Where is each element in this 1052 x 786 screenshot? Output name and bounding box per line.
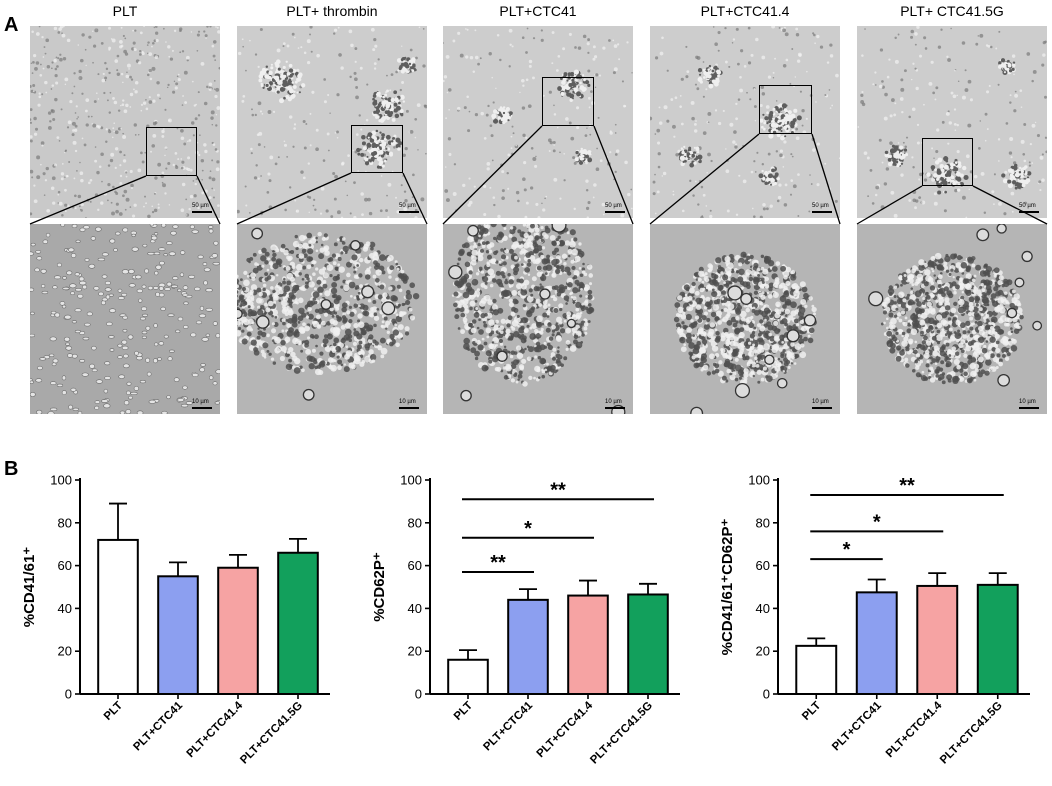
x-tick-label: PLT+CTC41 [830, 699, 884, 753]
bar [916, 584, 959, 695]
scale-bar [192, 211, 212, 213]
scale-bar-label: 50 µm [605, 203, 622, 209]
bar [855, 591, 898, 695]
y-tick-label: 80 [408, 515, 422, 530]
micrograph-zoom [237, 224, 427, 414]
x-tick-label: PLT+CTC41.4 [884, 699, 945, 760]
x-tick-label: PLT+CTC41.5G [588, 700, 655, 767]
bar [97, 538, 139, 695]
micrograph-overview [237, 26, 427, 218]
roi-box [351, 125, 403, 173]
scale-bar [812, 407, 832, 409]
bar [507, 598, 549, 695]
bar [795, 644, 838, 696]
x-tick-label: PLT+CTC41.5G [238, 700, 305, 767]
y-axis-label: %CD41/61⁺ [21, 547, 38, 628]
bar [567, 594, 609, 695]
y-tick-label: 100 [50, 473, 72, 488]
panel-a-label: A [4, 14, 19, 36]
x-tick-label: PLT+CTC41.4 [535, 699, 596, 760]
micrograph-zoom [443, 224, 633, 414]
micrograph-overview [443, 26, 633, 218]
y-tick-label: 20 [58, 644, 72, 659]
significance-label: ** [490, 552, 506, 574]
micrograph-overview [30, 26, 220, 218]
y-tick-label: 40 [756, 601, 770, 616]
x-tick-label: PLT+CTC41 [131, 699, 185, 753]
significance-label: * [843, 539, 851, 561]
bar [627, 593, 669, 695]
y-tick-label: 0 [415, 687, 422, 702]
scale-bar-label: 50 µm [812, 203, 829, 209]
micrograph-zoom [30, 224, 220, 414]
x-tick-label: PLT+CTC41.4 [185, 699, 246, 760]
scale-bar-label: 50 µm [192, 203, 209, 209]
scale-bar [1019, 211, 1039, 213]
significance-label: ** [899, 475, 915, 497]
micrograph-overview [650, 26, 840, 218]
scale-bar-label: 50 µm [1019, 203, 1036, 209]
column-title-plt: PLT [112, 3, 138, 19]
scale-bar-label: 10 µm [1019, 399, 1036, 405]
scale-bar-label: 10 µm [192, 399, 209, 405]
scale-bar-label: 10 µm [812, 399, 829, 405]
scale-bar-label: 50 µm [399, 203, 416, 209]
significance-label: ** [550, 479, 566, 501]
scale-bar [1019, 407, 1039, 409]
column-title-ctc41-5g: PLT+ CTC41.5G [900, 3, 1004, 19]
column-title-thrombin: PLT+ thrombin [286, 3, 378, 19]
y-tick-label: 80 [58, 515, 72, 530]
x-tick-label: PLT+CTC41.5G [938, 700, 1005, 767]
y-tick-label: 40 [408, 601, 422, 616]
micrograph-zoom [857, 224, 1047, 414]
roi-box [922, 138, 973, 186]
bar [157, 575, 199, 695]
significance-label: * [524, 518, 532, 540]
bar [447, 658, 489, 695]
y-tick-label: 0 [65, 687, 72, 702]
scale-bar [605, 407, 625, 409]
x-tick-label: PLT+CTC41 [481, 699, 535, 753]
x-tick-label: PLT [800, 700, 823, 723]
bar [277, 551, 319, 696]
y-tick-label: 80 [756, 515, 770, 530]
y-tick-label: 60 [756, 558, 770, 573]
y-axis-label: %CD62P⁺ [371, 552, 388, 622]
x-tick-label: PLT [102, 700, 125, 723]
column-title-ctc41: PLT+CTC41 [499, 3, 577, 19]
y-tick-label: 0 [763, 687, 770, 702]
significance-label: * [873, 511, 881, 533]
y-tick-label: 40 [58, 601, 72, 616]
y-tick-label: 60 [408, 558, 422, 573]
bar [976, 583, 1019, 695]
scale-bar-label: 10 µm [605, 399, 622, 405]
y-tick-label: 100 [400, 473, 422, 488]
micrograph-zoom [650, 224, 840, 414]
x-tick-label: PLT [452, 700, 475, 723]
y-tick-label: 20 [756, 644, 770, 659]
y-tick-label: 60 [58, 558, 72, 573]
roi-box [759, 85, 812, 134]
y-tick-label: 20 [408, 644, 422, 659]
scale-bar [192, 407, 212, 409]
y-axis-label: %CD41/61⁺CD62P⁺ [719, 519, 736, 656]
roi-box [542, 77, 594, 126]
bar [217, 566, 259, 695]
roi-box [146, 127, 197, 176]
scale-bar [399, 407, 419, 409]
micrograph-overview [857, 26, 1047, 218]
panel-b-label: B [4, 458, 19, 480]
scale-bar [812, 211, 832, 213]
scale-bar [605, 211, 625, 213]
y-tick-label: 100 [748, 473, 770, 488]
scale-bar [399, 211, 419, 213]
scale-bar-label: 10 µm [399, 399, 416, 405]
column-title-ctc41-4: PLT+CTC41.4 [700, 3, 790, 19]
